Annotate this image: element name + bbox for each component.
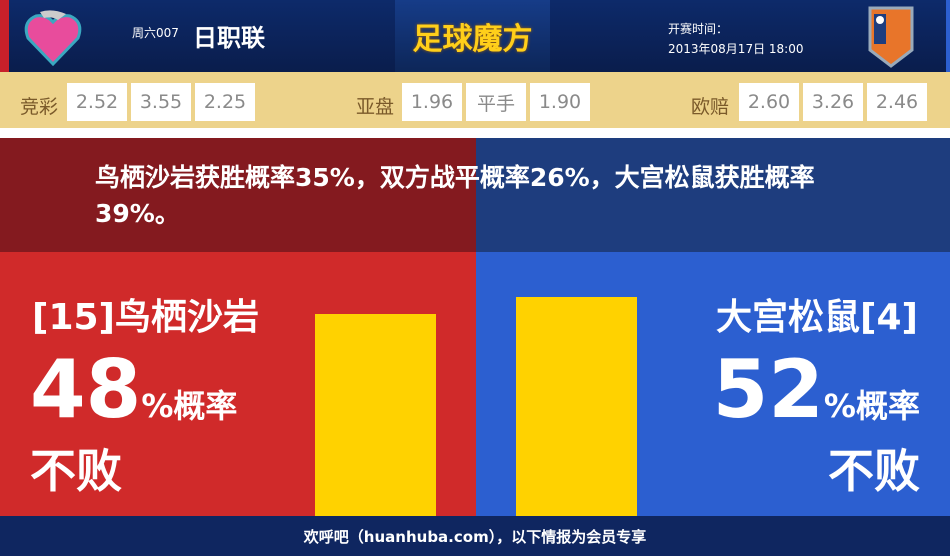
away-percent-suffix: %概率 (823, 387, 920, 425)
yapan-handicap: 平手 (466, 83, 526, 121)
away-probability-bar (516, 297, 637, 516)
home-percent: 48 %概率 (30, 350, 237, 430)
home-percent-suffix: %概率 (141, 387, 238, 425)
away-team-crest (868, 6, 914, 68)
brand-logo: 足球魔方 (395, 0, 550, 72)
league-name: 日职联 (193, 24, 265, 52)
jingcai-away-odd: 2.25 (195, 83, 255, 121)
yapan-label: 亚盘 (356, 96, 395, 118)
away-percent: 52 %概率 (713, 350, 920, 430)
footer-text: 欢呼吧（huanhuba.com），以下情报为会员专享 (303, 527, 647, 546)
probability-summary: 鸟栖沙岩获胜概率35%，双方战平概率26%，大宫松鼠获胜概率39%。 (95, 163, 815, 228)
home-percent-value: 48 (30, 343, 142, 436)
kickoff-label: 开赛时间： (668, 22, 729, 36)
oupei-away-odd: 2.46 (867, 83, 927, 121)
home-result: 不败 (30, 444, 122, 498)
jingcai-home-odd: 2.52 (67, 83, 127, 121)
oupei-label: 欧赔 (691, 96, 730, 118)
away-percent-value: 52 (712, 343, 824, 436)
home-team-crest (24, 10, 82, 66)
match-number: 周六007 (132, 26, 179, 40)
away-result: 不败 (828, 444, 920, 498)
home-color-strip (0, 0, 9, 72)
banner-away-bg (476, 138, 950, 252)
away-team-name: 大宫松鼠[4] (716, 297, 918, 338)
home-probability-bar (315, 313, 436, 516)
kickoff-time: 2013年08月17日 18:00 (668, 42, 804, 56)
yapan-away-odd: 1.90 (530, 83, 590, 121)
oupei-home-odd: 2.60 (739, 83, 799, 121)
oupei-draw-odd: 3.26 (803, 83, 863, 121)
footer-notice: 欢呼吧（huanhuba.com），以下情报为会员专享 (0, 516, 950, 556)
banner-home-bg (0, 138, 476, 252)
jingcai-draw-odd: 3.55 (131, 83, 191, 121)
away-color-strip (946, 0, 950, 72)
home-team-name: [15]鸟栖沙岩 (32, 297, 260, 338)
yapan-home-odd: 1.96 (402, 83, 462, 121)
jingcai-label: 竞彩 (20, 96, 59, 118)
